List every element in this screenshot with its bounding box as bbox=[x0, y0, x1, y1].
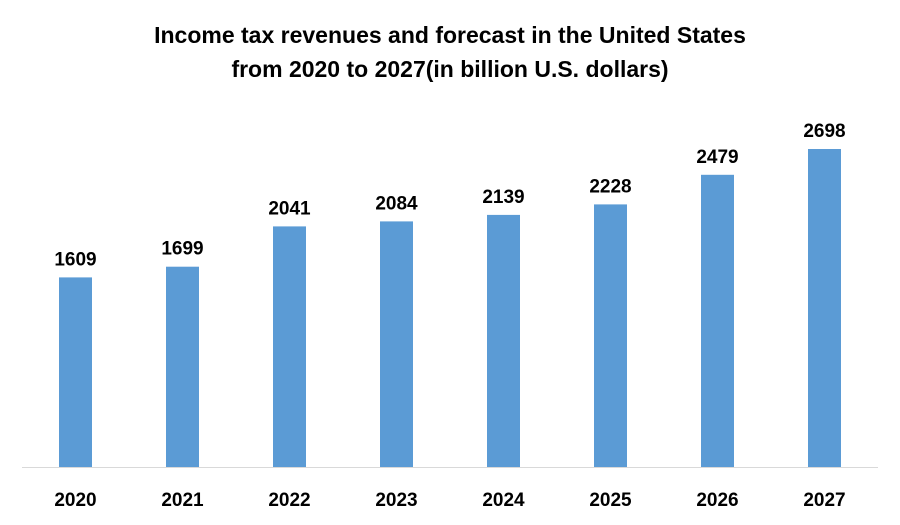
bar-2023 bbox=[380, 221, 413, 467]
data-label-2026: 2479 bbox=[696, 147, 738, 168]
x-tick-label-2020: 2020 bbox=[54, 490, 96, 511]
x-tick-label-2027: 2027 bbox=[803, 490, 845, 511]
chart-title-line-2: from 2020 to 2027(in billion U.S. dollar… bbox=[231, 56, 669, 82]
data-label-2022: 2041 bbox=[268, 198, 311, 219]
bar-2024 bbox=[487, 214, 520, 467]
bar-2021 bbox=[166, 266, 199, 467]
x-tick-label-2024: 2024 bbox=[482, 490, 525, 511]
x-tick-label-2025: 2025 bbox=[589, 490, 632, 511]
chart-title-line-1: Income tax revenues and forecast in the … bbox=[154, 22, 746, 48]
x-tick-label-2023: 2023 bbox=[375, 490, 417, 511]
bar-2022 bbox=[273, 226, 306, 467]
data-label-2027: 2698 bbox=[803, 121, 845, 142]
data-label-2025: 2228 bbox=[589, 176, 631, 197]
bar-2020 bbox=[59, 277, 92, 467]
data-label-2021: 1699 bbox=[161, 239, 203, 260]
bar-2026 bbox=[701, 174, 734, 468]
x-tick-label-2026: 2026 bbox=[696, 490, 738, 511]
bar-2025 bbox=[594, 204, 627, 467]
x-tick-label-2022: 2022 bbox=[268, 490, 310, 511]
bar-2027 bbox=[808, 149, 841, 467]
x-tick-label-2021: 2021 bbox=[161, 490, 204, 511]
data-label-2024: 2139 bbox=[482, 187, 524, 208]
chart-title: Income tax revenues and forecast in the … bbox=[0, 18, 900, 86]
data-label-2020: 1609 bbox=[54, 249, 96, 270]
data-label-2023: 2084 bbox=[375, 193, 418, 214]
